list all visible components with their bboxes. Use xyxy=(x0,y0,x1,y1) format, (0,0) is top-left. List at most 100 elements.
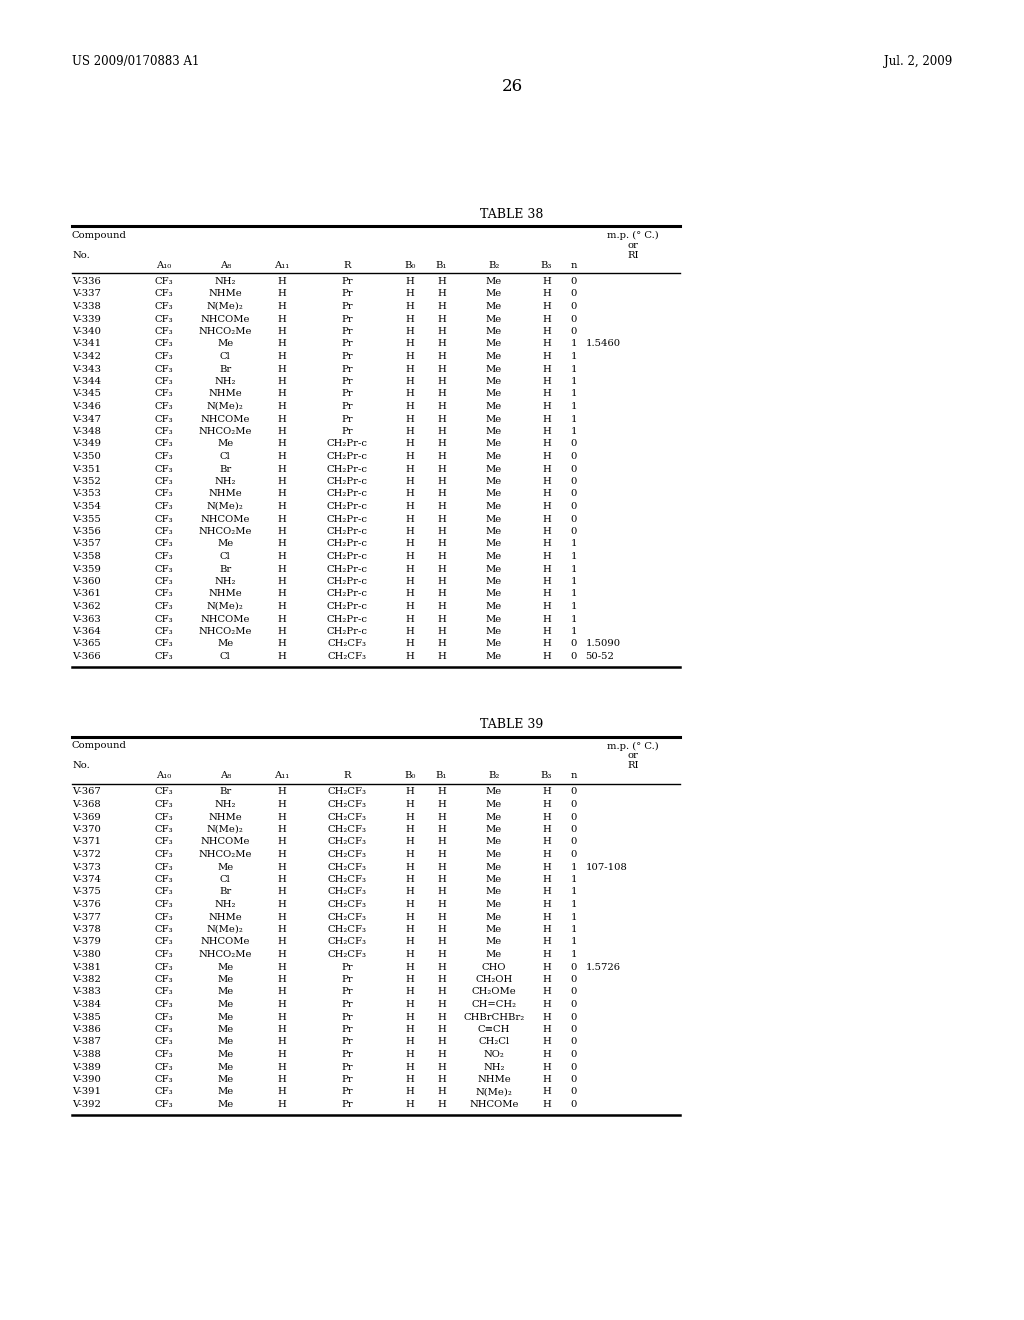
Text: H: H xyxy=(278,925,286,935)
Text: H: H xyxy=(437,887,445,896)
Text: NHCO₂Me: NHCO₂Me xyxy=(199,850,252,859)
Text: Me: Me xyxy=(485,339,502,348)
Text: TABLE 39: TABLE 39 xyxy=(480,718,544,731)
Text: NHCOMe: NHCOMe xyxy=(201,414,250,424)
Text: Me: Me xyxy=(485,389,502,399)
Text: A₈: A₈ xyxy=(220,261,231,271)
Text: H: H xyxy=(406,440,415,449)
Text: 1: 1 xyxy=(570,414,578,424)
Text: Me: Me xyxy=(217,1001,233,1008)
Text: CF₃: CF₃ xyxy=(155,502,173,511)
Text: H: H xyxy=(278,937,286,946)
Text: CH₂CF₃: CH₂CF₃ xyxy=(328,937,367,946)
Text: CF₃: CF₃ xyxy=(155,1012,173,1022)
Text: CF₃: CF₃ xyxy=(155,887,173,896)
Text: H: H xyxy=(278,540,286,549)
Text: or: or xyxy=(628,751,638,760)
Text: Me: Me xyxy=(485,327,502,337)
Text: H: H xyxy=(437,627,445,636)
Text: CH₂CF₃: CH₂CF₃ xyxy=(328,862,367,871)
Text: Pr: Pr xyxy=(341,339,353,348)
Text: V-360: V-360 xyxy=(72,577,100,586)
Text: RI: RI xyxy=(627,762,639,771)
Text: CF₃: CF₃ xyxy=(155,565,173,573)
Text: CH₂Pr-c: CH₂Pr-c xyxy=(327,515,368,524)
Text: Me: Me xyxy=(485,850,502,859)
Text: H: H xyxy=(406,1063,415,1072)
Text: CH₂CF₃: CH₂CF₃ xyxy=(328,639,367,648)
Text: H: H xyxy=(542,302,551,312)
Text: CF₃: CF₃ xyxy=(155,414,173,424)
Text: Me: Me xyxy=(485,515,502,524)
Text: N(Me)₂: N(Me)₂ xyxy=(207,825,244,834)
Text: H: H xyxy=(542,502,551,511)
Text: V-372: V-372 xyxy=(72,850,101,859)
Text: CH₂Pr-c: CH₂Pr-c xyxy=(327,627,368,636)
Text: 0: 0 xyxy=(570,465,578,474)
Text: Me: Me xyxy=(485,465,502,474)
Text: H: H xyxy=(437,850,445,859)
Text: CF₃: CF₃ xyxy=(155,339,173,348)
Text: Me: Me xyxy=(485,950,502,960)
Text: H: H xyxy=(278,1026,286,1034)
Text: CHBrCHBr₂: CHBrCHBr₂ xyxy=(463,1012,524,1022)
Text: CH₂Pr-c: CH₂Pr-c xyxy=(327,527,368,536)
Text: H: H xyxy=(406,590,415,598)
Text: H: H xyxy=(278,1049,286,1059)
Text: Me: Me xyxy=(485,277,502,286)
Text: H: H xyxy=(542,590,551,598)
Text: H: H xyxy=(542,426,551,436)
Text: n: n xyxy=(570,261,578,271)
Text: US 2009/0170883 A1: US 2009/0170883 A1 xyxy=(72,55,200,69)
Text: CF₃: CF₃ xyxy=(155,477,173,486)
Text: H: H xyxy=(542,1049,551,1059)
Text: V-351: V-351 xyxy=(72,465,101,474)
Text: V-386: V-386 xyxy=(72,1026,100,1034)
Text: Pr: Pr xyxy=(341,302,353,312)
Text: Pr: Pr xyxy=(341,314,353,323)
Text: H: H xyxy=(542,900,551,909)
Text: Me: Me xyxy=(485,502,502,511)
Text: H: H xyxy=(437,652,445,661)
Text: n: n xyxy=(570,771,578,780)
Text: V-355: V-355 xyxy=(72,515,101,524)
Text: H: H xyxy=(406,937,415,946)
Text: H: H xyxy=(406,962,415,972)
Text: H: H xyxy=(542,1100,551,1109)
Text: H: H xyxy=(278,339,286,348)
Text: H: H xyxy=(278,590,286,598)
Text: V-376: V-376 xyxy=(72,900,100,909)
Text: H: H xyxy=(406,314,415,323)
Text: CF₃: CF₃ xyxy=(155,925,173,935)
Text: H: H xyxy=(437,1038,445,1047)
Text: 1: 1 xyxy=(570,950,578,960)
Text: H: H xyxy=(406,615,415,623)
Text: H: H xyxy=(437,813,445,821)
Text: 1: 1 xyxy=(570,875,578,884)
Text: 1: 1 xyxy=(570,602,578,611)
Text: CF₃: CF₃ xyxy=(155,302,173,312)
Text: Pr: Pr xyxy=(341,389,353,399)
Text: H: H xyxy=(278,900,286,909)
Text: NH₂: NH₂ xyxy=(215,477,237,486)
Text: H: H xyxy=(542,962,551,972)
Text: Pr: Pr xyxy=(341,364,353,374)
Text: Pr: Pr xyxy=(341,289,353,298)
Text: H: H xyxy=(437,490,445,499)
Text: A₁₀: A₁₀ xyxy=(156,771,171,780)
Text: H: H xyxy=(437,639,445,648)
Text: NH₂: NH₂ xyxy=(215,577,237,586)
Text: CF₃: CF₃ xyxy=(155,837,173,846)
Text: 0: 0 xyxy=(570,289,578,298)
Text: Br: Br xyxy=(219,465,231,474)
Text: V-380: V-380 xyxy=(72,950,101,960)
Text: Pr: Pr xyxy=(341,277,353,286)
Text: V-375: V-375 xyxy=(72,887,101,896)
Text: H: H xyxy=(406,477,415,486)
Text: Cl: Cl xyxy=(220,552,230,561)
Text: Me: Me xyxy=(485,314,502,323)
Text: 0: 0 xyxy=(570,451,578,461)
Text: NHMe: NHMe xyxy=(209,289,243,298)
Text: H: H xyxy=(437,1088,445,1097)
Text: 50-52: 50-52 xyxy=(586,652,614,661)
